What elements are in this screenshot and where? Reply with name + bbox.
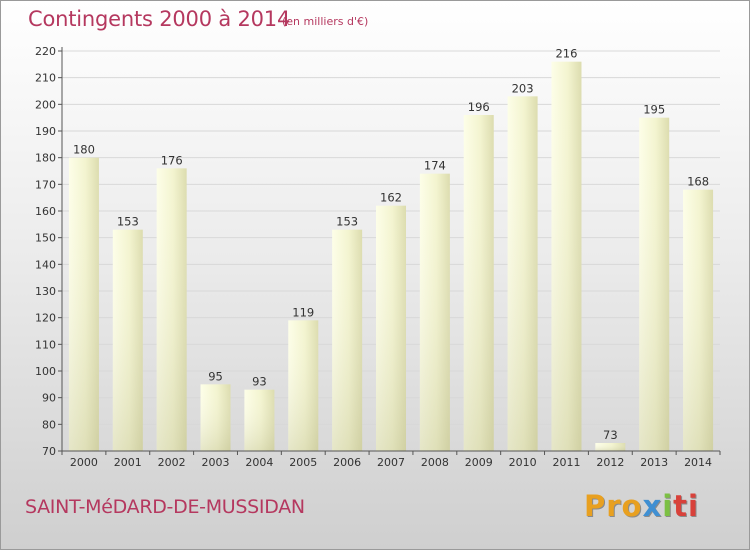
x-tick-label-2014: 2014 [684,456,712,469]
logo-part-2: x [642,489,663,523]
chart-subtitle: (en milliers d'€) [282,15,369,28]
bar-shade-2008 [419,173,450,451]
bar-shade-2003 [200,384,231,451]
y-tick-label-70: 70 [42,445,56,458]
x-tick-label-2007: 2007 [377,456,405,469]
logo-part-3: i [662,489,674,523]
bar-shade-2009 [463,115,494,451]
place-name: SAINT-MéDARD-DE-MUSSIDAN [25,496,305,518]
data-label-2007: 162 [380,191,402,205]
data-label-2012: 73 [603,428,618,442]
logo-part-4: ti [673,489,699,523]
data-label-2004: 93 [252,375,267,389]
x-tick-label-2001: 2001 [114,456,142,469]
y-tick-label-160: 160 [35,205,56,218]
bar-shade-2006 [332,229,363,451]
x-tick-label-2005: 2005 [289,456,317,469]
y-tick-label-210: 210 [35,72,56,85]
y-tick-label-200: 200 [35,98,56,111]
y-tick-label-150: 150 [35,232,56,245]
x-tick-label-2008: 2008 [421,456,449,469]
bar-shade-2002 [156,168,187,452]
bar-shade-2014 [683,189,714,451]
bar-shade-2012 [595,443,626,451]
x-tick-label-2006: 2006 [333,456,361,469]
x-tick-label-2013: 2013 [640,456,668,469]
data-label-2008: 174 [424,159,446,173]
data-label-2006: 153 [336,215,358,229]
y-tick-label-80: 80 [42,418,56,431]
bar-shade-2005 [288,320,319,451]
y-tick-label-190: 190 [35,125,56,138]
logo-part-1: Pro [584,489,643,523]
data-label-2001: 153 [117,215,139,229]
data-label-2003: 95 [208,369,223,383]
label-layer: 180 153 176 95 93 119 153 162 174 196 203 216 73 195 1… [73,47,709,442]
chart-title: Contingents 2000 à 2014 [28,7,291,31]
bar-shade-2007 [376,205,406,451]
data-label-2011: 216 [555,47,577,61]
data-label-2002: 176 [161,153,183,167]
bar-shade-2010 [507,96,538,451]
y-tick-label-100: 100 [35,365,56,378]
y-tick-label-180: 180 [35,152,56,165]
bar-shade-2000 [68,157,99,451]
data-label-2014: 168 [687,175,709,189]
x-tick-label-2011: 2011 [552,456,580,469]
y-tick-label-140: 140 [35,258,56,271]
data-label-2000: 180 [73,143,95,157]
data-label-2005: 119 [292,305,314,319]
x-tick-label-2003: 2003 [202,456,230,469]
x-tick-label-2000: 2000 [70,456,98,469]
bar-shade-2001 [112,229,143,451]
data-label-2009: 196 [468,100,490,114]
bar-layer [68,61,714,452]
bar-shade-2011 [551,61,582,452]
x-tick-label-2010: 2010 [509,456,537,469]
data-label-2010: 203 [512,81,534,95]
axis-layer: 7080901001101201301401501601701801902002… [35,45,721,469]
x-tick-label-2012: 2012 [596,456,624,469]
x-tick-label-2002: 2002 [158,456,186,469]
bar-shade-2013 [639,117,670,452]
x-tick-label-2004: 2004 [245,456,273,469]
y-tick-label-170: 170 [35,178,56,191]
y-tick-label-90: 90 [42,392,56,405]
y-tick-label-110: 110 [35,338,56,351]
bar-shade-2004 [244,389,275,451]
y-tick-label-130: 130 [35,285,56,298]
x-tick-label-2009: 2009 [465,456,493,469]
y-tick-label-220: 220 [35,45,56,58]
y-tick-label-120: 120 [35,312,56,325]
data-label-2013: 195 [643,103,665,117]
proxiti-logo: Proxiti [584,489,699,523]
